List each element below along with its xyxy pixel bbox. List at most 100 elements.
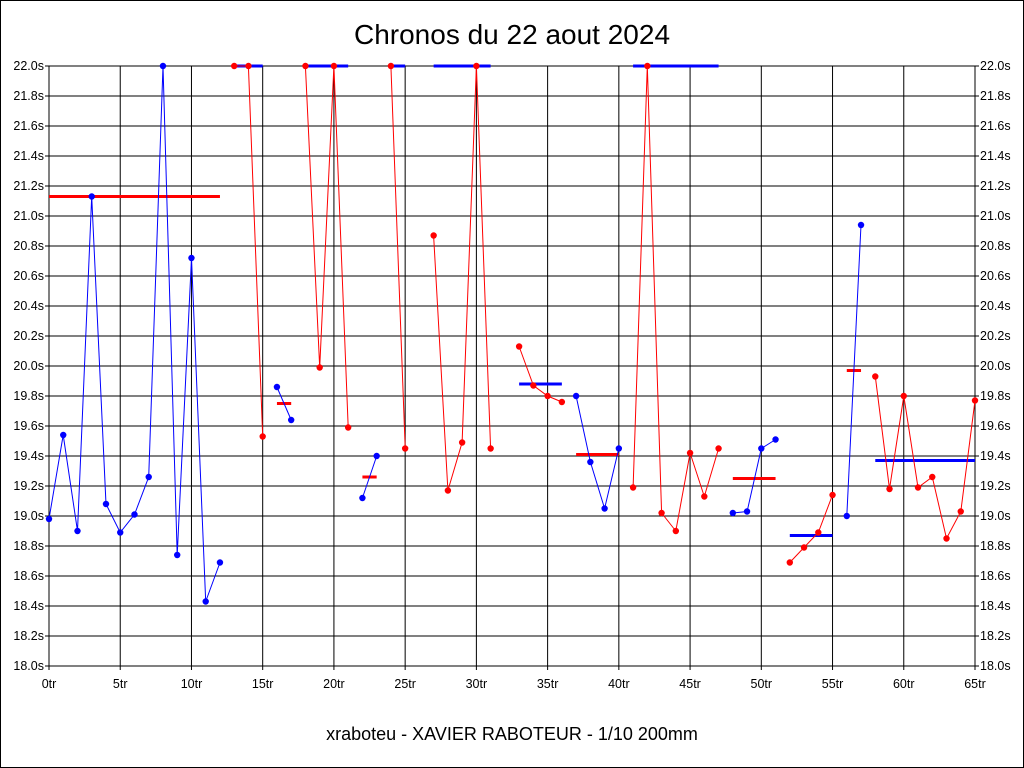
series-line (304, 65, 349, 428)
y-tick-label-left: 20.2s (13, 329, 44, 343)
x-tick-label: 45tr (679, 677, 701, 691)
series-line (575, 395, 620, 511)
data-point (74, 527, 81, 535)
y-tick-label-left: 18.4s (13, 599, 44, 613)
data-point (117, 529, 124, 536)
y-tick-label-right: 22.0s (980, 59, 1011, 73)
series (273, 383, 295, 424)
data-point (843, 512, 850, 520)
series (387, 62, 409, 452)
y-tick-label-left: 20.6s (13, 269, 44, 283)
y-tick-label-right: 20.2s (980, 329, 1011, 343)
y-tick-label-right: 21.8s (980, 89, 1011, 103)
y-tick-label-left: 22.0s (13, 59, 44, 73)
y-tick-label-right: 19.0s (980, 509, 1011, 523)
y-tick-label-right: 20.6s (980, 269, 1011, 283)
data-point (159, 62, 167, 70)
x-tick-label: 55tr (822, 677, 844, 691)
series-line (433, 65, 492, 491)
data-point (658, 509, 665, 517)
y-tick-label-right: 18.8s (980, 539, 1011, 553)
series (515, 343, 566, 406)
data-point (572, 392, 580, 400)
series-group (45, 62, 979, 605)
y-tick-label-left: 19.0s (13, 509, 44, 523)
data-point (943, 535, 950, 542)
data-point (273, 383, 281, 391)
y-tick-label-right: 19.6s (980, 419, 1011, 433)
data-point (515, 343, 523, 350)
y-tick-label-right: 19.4s (980, 449, 1011, 463)
data-point (601, 505, 608, 512)
x-tick-label: 35tr (537, 677, 559, 691)
data-point (401, 445, 409, 452)
y-tick-label-left: 18.8s (13, 539, 44, 553)
data-point (686, 449, 694, 457)
data-point (188, 254, 195, 262)
y-tick-label-right: 21.6s (980, 119, 1011, 133)
series (430, 62, 494, 494)
data-point (373, 452, 380, 460)
y-tick-label-right: 18.0s (980, 659, 1011, 673)
average-lines (49, 64, 975, 537)
series (729, 436, 779, 517)
data-point (957, 508, 964, 515)
y-tick-label-left: 20.4s (13, 299, 44, 313)
series (843, 221, 865, 520)
data-point (729, 509, 737, 517)
y-tick-label-right: 20.4s (980, 299, 1011, 313)
data-point (231, 62, 238, 70)
y-tick-label-left: 20.8s (13, 239, 44, 253)
data-point (758, 445, 765, 452)
data-point (287, 416, 295, 424)
data-point (644, 62, 651, 70)
data-point (430, 232, 437, 239)
data-point (914, 484, 922, 491)
data-point (202, 598, 209, 605)
data-point (743, 508, 751, 515)
data-point (316, 364, 323, 371)
series (302, 62, 352, 431)
series-line (234, 65, 264, 437)
data-point (715, 445, 722, 452)
y-tick-label-left: 18.2s (13, 629, 44, 643)
x-tick-label: 40tr (608, 677, 630, 691)
data-point (530, 382, 537, 389)
data-point (344, 424, 352, 431)
data-point (88, 193, 95, 200)
data-point (259, 433, 266, 440)
y-tick-label-left: 19.2s (13, 479, 44, 493)
series (231, 62, 266, 440)
y-tick-label-right: 20.0s (980, 359, 1011, 373)
data-point (857, 221, 865, 229)
series (45, 62, 224, 605)
y-tick-label-right: 20.8s (980, 239, 1011, 253)
series-line (48, 65, 221, 602)
series (359, 452, 380, 502)
data-point (701, 493, 708, 500)
data-point (587, 458, 594, 466)
series (786, 491, 836, 566)
data-point (444, 487, 452, 494)
data-point (672, 527, 680, 535)
data-point (145, 473, 152, 481)
y-tick-label-right: 18.6s (980, 569, 1011, 583)
data-point (544, 392, 551, 400)
y-tick-label-right: 18.4s (980, 599, 1011, 613)
data-point (131, 511, 138, 518)
series-line (518, 346, 563, 403)
data-point (60, 431, 67, 439)
y-tick-label-left: 19.4s (13, 449, 44, 463)
x-tick-label: 10tr (181, 677, 203, 691)
data-point (330, 62, 338, 70)
y-tick-label-right: 18.2s (980, 629, 1011, 643)
y-tick-label-left: 21.6s (13, 119, 44, 133)
y-tick-label-left: 18.6s (13, 569, 44, 583)
data-point (815, 529, 822, 536)
data-point (245, 62, 252, 70)
x-tick-label: 20tr (323, 677, 345, 691)
y-tick-label-left: 21.0s (13, 209, 44, 223)
grid (45, 65, 979, 670)
y-tick-label-right: 21.0s (980, 209, 1011, 223)
